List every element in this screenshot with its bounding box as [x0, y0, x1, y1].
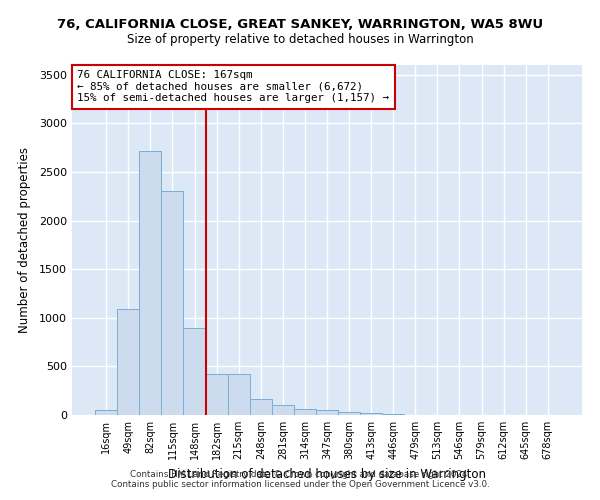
Bar — [184, 328, 206, 415]
Bar — [294, 409, 316, 415]
Bar — [184, 328, 206, 415]
Bar — [161, 192, 184, 415]
Bar — [338, 412, 360, 415]
Bar — [316, 410, 338, 415]
Text: 76, CALIFORNIA CLOSE, GREAT SANKEY, WARRINGTON, WA5 8WU: 76, CALIFORNIA CLOSE, GREAT SANKEY, WARR… — [57, 18, 543, 30]
Bar — [95, 410, 117, 415]
Bar — [360, 413, 382, 415]
Text: 76 CALIFORNIA CLOSE: 167sqm
← 85% of detached houses are smaller (6,672)
15% of : 76 CALIFORNIA CLOSE: 167sqm ← 85% of det… — [77, 70, 389, 103]
Bar — [250, 399, 272, 415]
Bar — [117, 309, 139, 415]
Bar — [316, 410, 338, 415]
Bar — [161, 192, 184, 415]
Text: Contains HM Land Registry data © Crown copyright and database right 2024.
Contai: Contains HM Land Registry data © Crown c… — [110, 470, 490, 489]
Bar — [250, 399, 272, 415]
Bar — [95, 410, 117, 415]
Bar — [206, 374, 227, 415]
Bar — [139, 150, 161, 415]
Bar — [227, 374, 250, 415]
Bar — [294, 409, 316, 415]
Y-axis label: Number of detached properties: Number of detached properties — [17, 147, 31, 333]
Bar — [206, 374, 227, 415]
Bar — [360, 413, 382, 415]
Bar — [139, 150, 161, 415]
Text: Size of property relative to detached houses in Warrington: Size of property relative to detached ho… — [127, 32, 473, 46]
Bar — [272, 406, 294, 415]
X-axis label: Distribution of detached houses by size in Warrington: Distribution of detached houses by size … — [168, 468, 486, 480]
Bar — [338, 412, 360, 415]
Bar — [117, 309, 139, 415]
Bar — [272, 406, 294, 415]
Bar — [382, 414, 404, 415]
Bar — [227, 374, 250, 415]
Bar — [382, 414, 404, 415]
